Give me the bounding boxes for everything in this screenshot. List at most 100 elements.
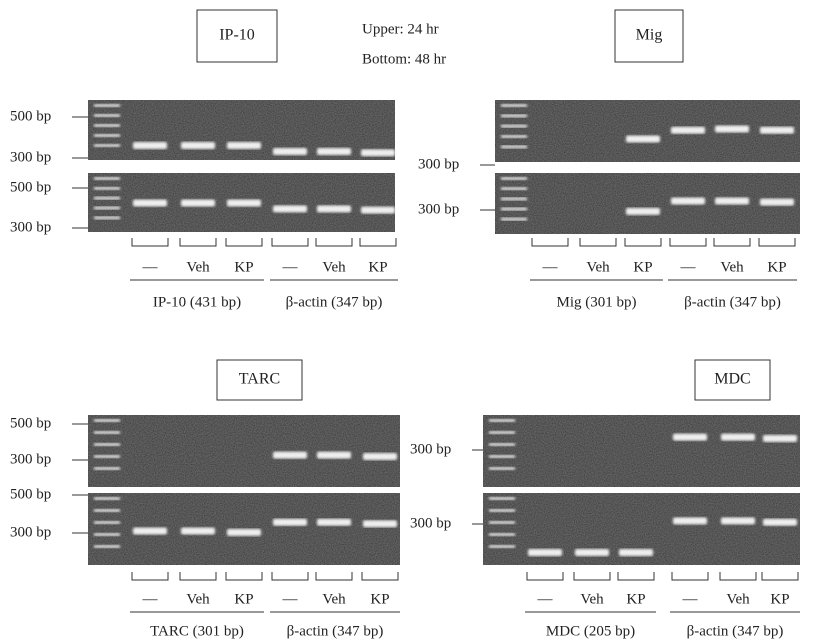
band [721, 434, 755, 441]
lane-bracket [132, 572, 168, 580]
ladder-band [501, 208, 527, 211]
lane-bracket [574, 572, 610, 580]
band [575, 549, 609, 556]
marker-label: 500 bp [10, 415, 51, 431]
band [273, 148, 307, 155]
panel-title: Mig [636, 27, 663, 44]
band [273, 205, 307, 212]
band [626, 135, 660, 142]
lane-bracket [625, 238, 661, 246]
ladder-band [489, 467, 515, 470]
gel [88, 415, 400, 487]
ladder-band [501, 197, 527, 200]
band [181, 142, 215, 149]
band [133, 200, 167, 207]
lane-label: KP [767, 259, 786, 275]
lane-bracket [180, 572, 216, 580]
lane-label: — [142, 591, 159, 607]
ladder-band [489, 431, 515, 434]
ladder-band [501, 177, 527, 180]
lane-label: KP [234, 591, 253, 607]
lane-label: KP [633, 259, 652, 275]
band [317, 205, 351, 212]
lane-bracket [316, 238, 352, 246]
band [133, 142, 167, 149]
ladder-band [94, 144, 120, 147]
lane-label: KP [626, 591, 645, 607]
band [273, 452, 307, 459]
lane-label: KP [368, 259, 387, 275]
band [227, 529, 261, 536]
marker-label: 300 bp [10, 451, 51, 467]
group-label: β-actin (347 bp) [287, 623, 384, 639]
band [273, 519, 307, 526]
panel-title: MDC [714, 371, 750, 388]
group-label: β-actin (347 bp) [687, 623, 784, 639]
note-line: Bottom: 48 hr [362, 51, 446, 67]
band [317, 148, 351, 155]
marker-label: 300 bp [10, 219, 51, 235]
lane-bracket [272, 238, 308, 246]
marker-label: 500 bp [10, 108, 51, 124]
figure: Upper: 24 hr Bottom: 48 hr IP-10500 bp30… [0, 0, 813, 641]
ladder-band [94, 533, 120, 536]
lane-label: Veh [322, 259, 346, 275]
lane-bracket [670, 238, 706, 246]
marker-label: 500 bp [10, 486, 51, 502]
lane-bracket [362, 572, 398, 580]
ladder-band [501, 114, 527, 117]
ladder-band [489, 419, 515, 422]
ladder-band [94, 467, 120, 470]
ladder-band [489, 443, 515, 446]
ladder-band [94, 124, 120, 127]
note-line: Upper: 24 hr [362, 21, 439, 37]
lane-label: Veh [322, 591, 346, 607]
lane-label: Veh [580, 591, 604, 607]
band [317, 452, 351, 459]
lane-label: — [682, 591, 699, 607]
band [227, 200, 261, 207]
ladder-band [94, 177, 120, 180]
lane-label: Veh [720, 259, 744, 275]
band [133, 527, 167, 534]
group-label: β-actin (347 bp) [684, 294, 781, 310]
ladder-band [94, 419, 120, 422]
lane-label: KP [770, 591, 789, 607]
band [671, 127, 705, 134]
ladder-band [489, 509, 515, 512]
ladder-band [94, 104, 120, 107]
ladder-band [501, 145, 527, 148]
band [361, 149, 395, 156]
ladder-band [94, 545, 120, 548]
ladder-band [94, 521, 120, 524]
band [363, 453, 397, 460]
gel [483, 415, 800, 487]
lane-bracket [527, 572, 563, 580]
marker-label: 300 bp [10, 149, 51, 165]
marker-label: 300 bp [410, 515, 451, 531]
marker-label: 300 bp [410, 441, 451, 457]
band [715, 126, 749, 133]
lane-bracket [226, 238, 262, 246]
lane-label: KP [370, 591, 389, 607]
band [626, 208, 660, 215]
band [528, 549, 562, 556]
band [181, 200, 215, 207]
lane-bracket [532, 238, 568, 246]
band [363, 520, 397, 527]
band [181, 527, 215, 534]
lane-label: Veh [726, 591, 750, 607]
lane-label: Veh [186, 591, 210, 607]
panel-title: TARC [239, 371, 280, 388]
lane-bracket [720, 572, 756, 580]
ladder-band [489, 521, 515, 524]
band [721, 517, 755, 524]
lane-bracket [759, 238, 795, 246]
group-label: IP-10 (431 bp) [153, 294, 241, 310]
lane-bracket [580, 238, 616, 246]
marker-label: 500 bp [10, 179, 51, 195]
band [763, 519, 797, 526]
lane-bracket [272, 572, 308, 580]
lane-bracket [360, 238, 396, 246]
